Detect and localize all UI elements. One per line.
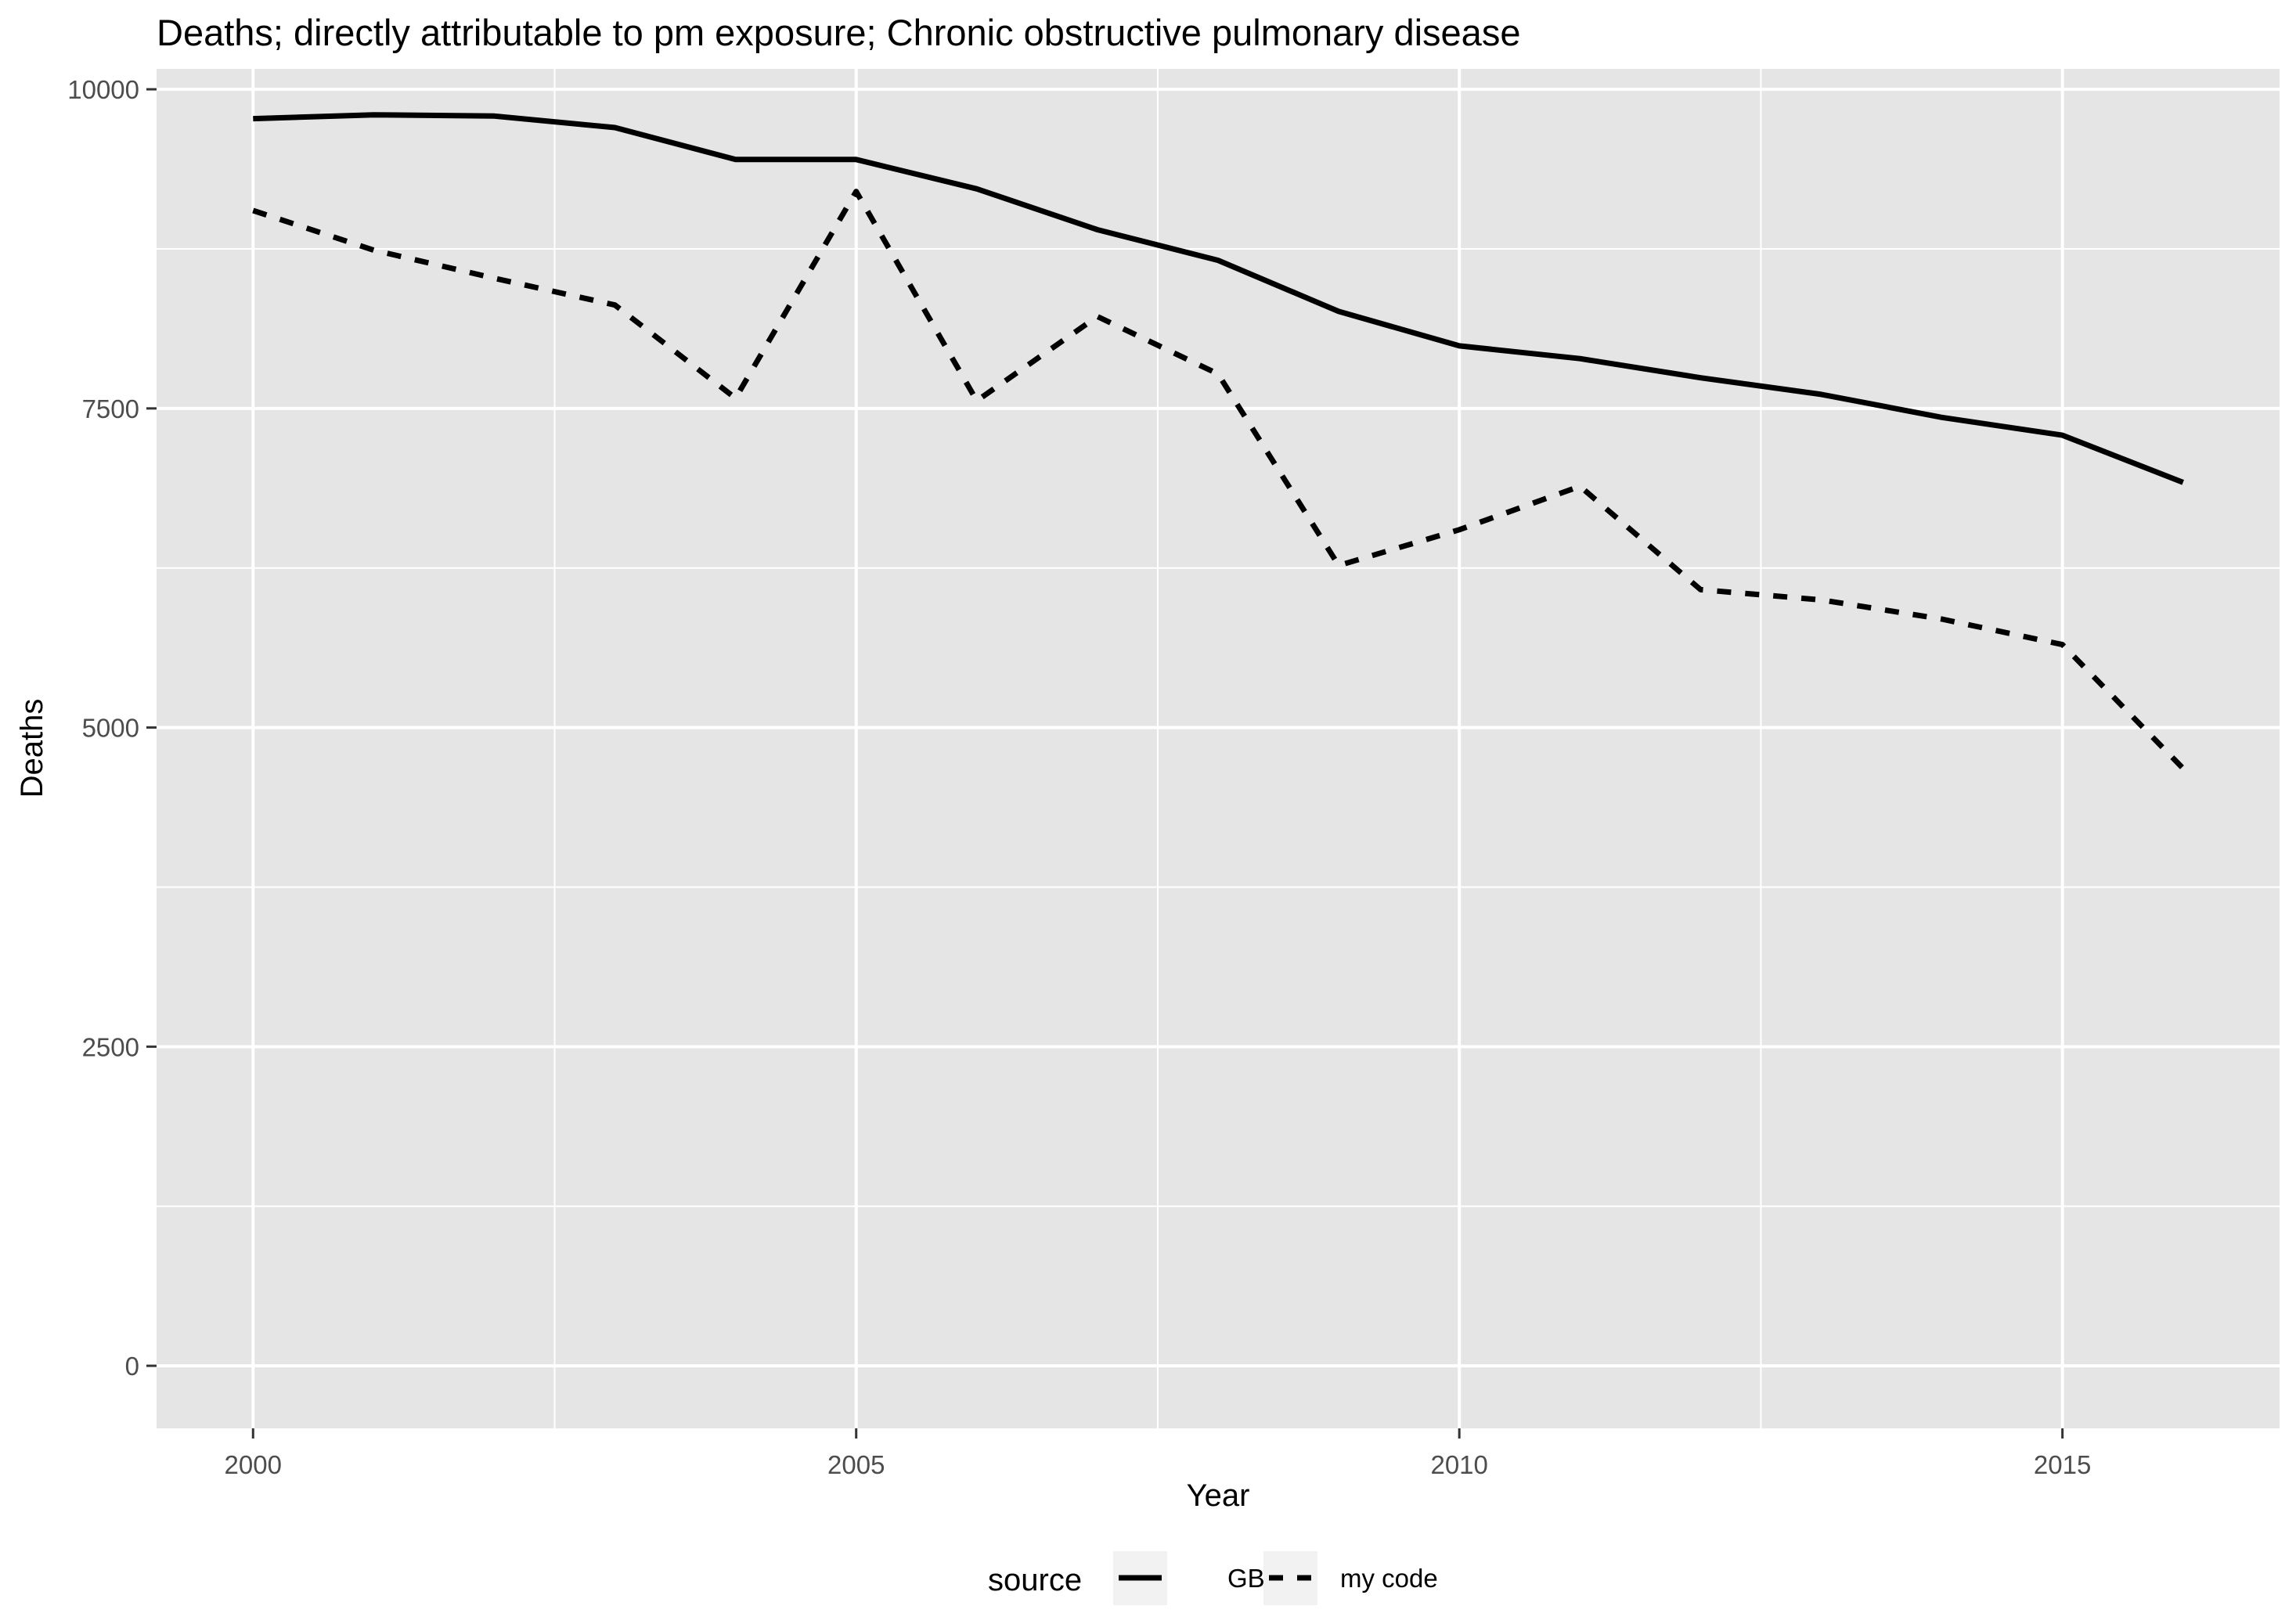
x-axis-label: Year [1187,1478,1250,1513]
x-tick-label: 2010 [1430,1450,1487,1479]
x-tick-label: 2000 [225,1450,282,1479]
y-tick-label: 7500 [82,394,139,423]
x-axis: 2000 2005 2010 2015 [225,1428,2091,1479]
y-axis-label: Deaths [15,699,49,798]
plot-panel [157,69,2280,1428]
chart-title: Deaths; directly attributable to pm expo… [157,12,1520,53]
y-axis: 0 2500 5000 7500 10000 [67,75,157,1381]
series-lines [252,112,2186,771]
y-tick-label: 0 [125,1352,139,1381]
minor-gridlines [157,69,2280,1428]
y-tick-label: 10000 [67,75,139,104]
series-line-2 [252,189,2186,771]
x-tick-label: 2015 [2034,1450,2091,1479]
y-tick-label: 2500 [82,1032,139,1061]
series-line-1 [253,112,2184,485]
major-gridlines [157,69,2280,1428]
legend: source GBD my code [988,1551,1438,1605]
legend-label: my code [1340,1564,1438,1593]
x-tick-label: 2005 [827,1450,885,1479]
y-tick-label: 5000 [82,714,139,743]
legend-title: source [988,1563,1082,1597]
